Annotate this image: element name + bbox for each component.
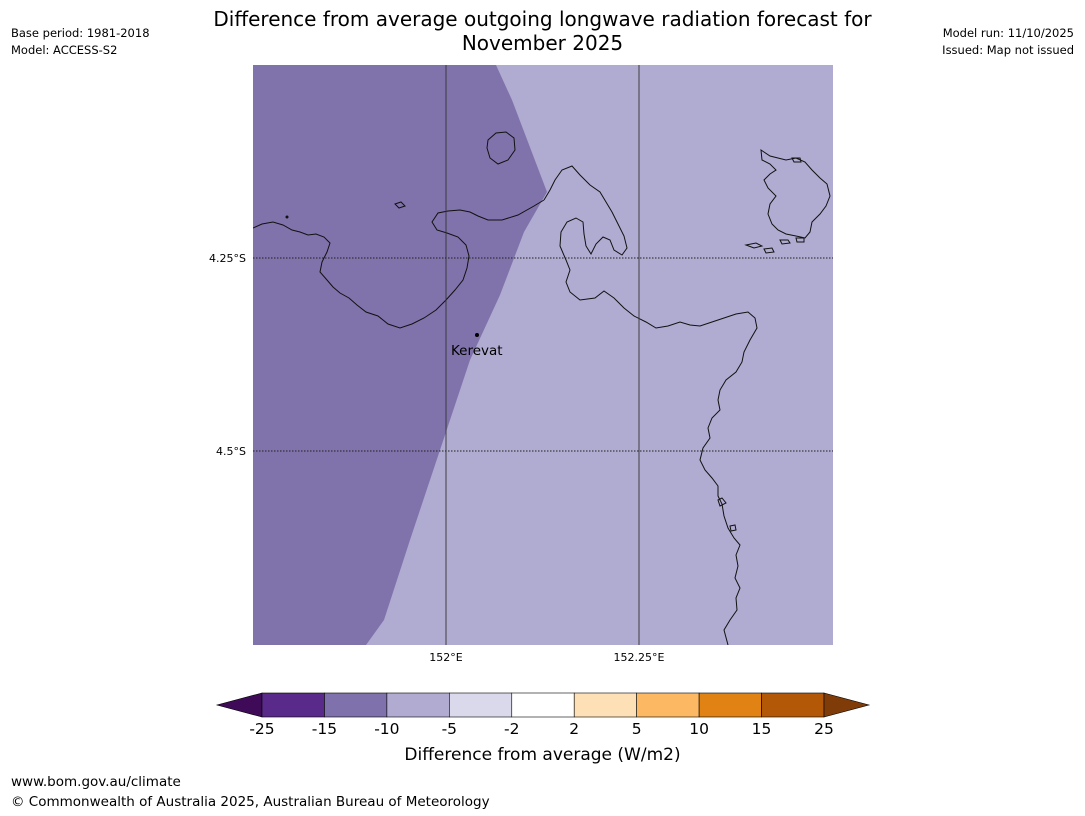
model-run-text: Model run: 11/10/2025 [942, 26, 1074, 40]
colorbar-tick-label: 10 [689, 720, 709, 738]
coastline-main-west [253, 199, 545, 329]
colorbar-tick-label: 15 [751, 720, 772, 738]
lat-label-4-25: 4.25°S [209, 252, 246, 265]
colorbar-segment [261, 692, 325, 718]
island-small-3 [779, 239, 791, 245]
issued-text: Issued: Map not issued [942, 43, 1074, 57]
colorbar-segment [449, 692, 513, 718]
title-line-1: Difference from average outgoing longwav… [213, 7, 872, 31]
coastline [253, 131, 831, 645]
coastline-main-east [543, 165, 758, 645]
footer-copyright: © Commonwealth of Australia 2025, Austra… [11, 794, 490, 810]
colorbar-segment [324, 692, 388, 718]
colorbar [215, 692, 871, 718]
colorbar-tick-label: -5 [441, 720, 458, 738]
kerevat-marker [475, 333, 479, 337]
colorbar-segment [386, 692, 450, 718]
colorbar-segment [698, 692, 762, 718]
island-small-2 [763, 247, 775, 254]
colorbar-extend-high [823, 692, 871, 718]
island-duke-of-york [760, 148, 831, 239]
island-watom [486, 131, 516, 165]
islet-a [394, 201, 406, 209]
colorbar-tick-label: -2 [504, 720, 520, 738]
colorbar-tick-label: -15 [311, 720, 338, 738]
lon-label-152: 152°E [429, 651, 462, 664]
footer-url: www.bom.gov.au/climate [11, 774, 181, 790]
meta-right: Model run: 11/10/2025 Issued: Map not is… [942, 25, 1074, 59]
lon-label-152-25: 152.25°E [614, 651, 665, 664]
base-period-text: Base period: 1981-2018 [11, 26, 150, 40]
colorbar-segment [761, 692, 825, 718]
colorbar-tick-label: 2 [569, 720, 580, 738]
lat-label-4-5: 4.5°S [216, 445, 246, 458]
colorbar-extend-low [215, 692, 263, 718]
island-small-4 [795, 237, 805, 243]
island-small-5 [791, 157, 802, 163]
colorbar-segment [511, 692, 575, 718]
islet-b [717, 497, 727, 507]
colorbar-tick-label: -10 [374, 720, 400, 738]
kerevat-label: Kerevat [451, 343, 503, 359]
map-area: Kerevat [253, 65, 833, 645]
islet-c [729, 524, 737, 532]
colorbar-tick-label: 5 [631, 720, 642, 738]
model-text: Model: ACCESS-S2 [11, 43, 118, 57]
colorbar-ticks: -25 -15 -10 -5 -2 2 5 10 15 25 [0, 720, 1085, 740]
colorbar-tick-label: -25 [249, 720, 275, 738]
colorbar-tick-label: 25 [814, 720, 834, 738]
colorbar-segment [636, 692, 700, 718]
colorbar-segment [573, 692, 637, 718]
islet-dot [285, 215, 289, 219]
meta-left: Base period: 1981-2018 Model: ACCESS-S2 [11, 25, 150, 59]
dark-anomaly-band [253, 65, 547, 645]
title-line-2: November 2025 [461, 31, 624, 55]
colorbar-label: Difference from average (W/m2) [404, 745, 681, 765]
island-small-1 [744, 242, 764, 249]
map-title: Difference from average outgoing longwav… [0, 7, 1085, 55]
